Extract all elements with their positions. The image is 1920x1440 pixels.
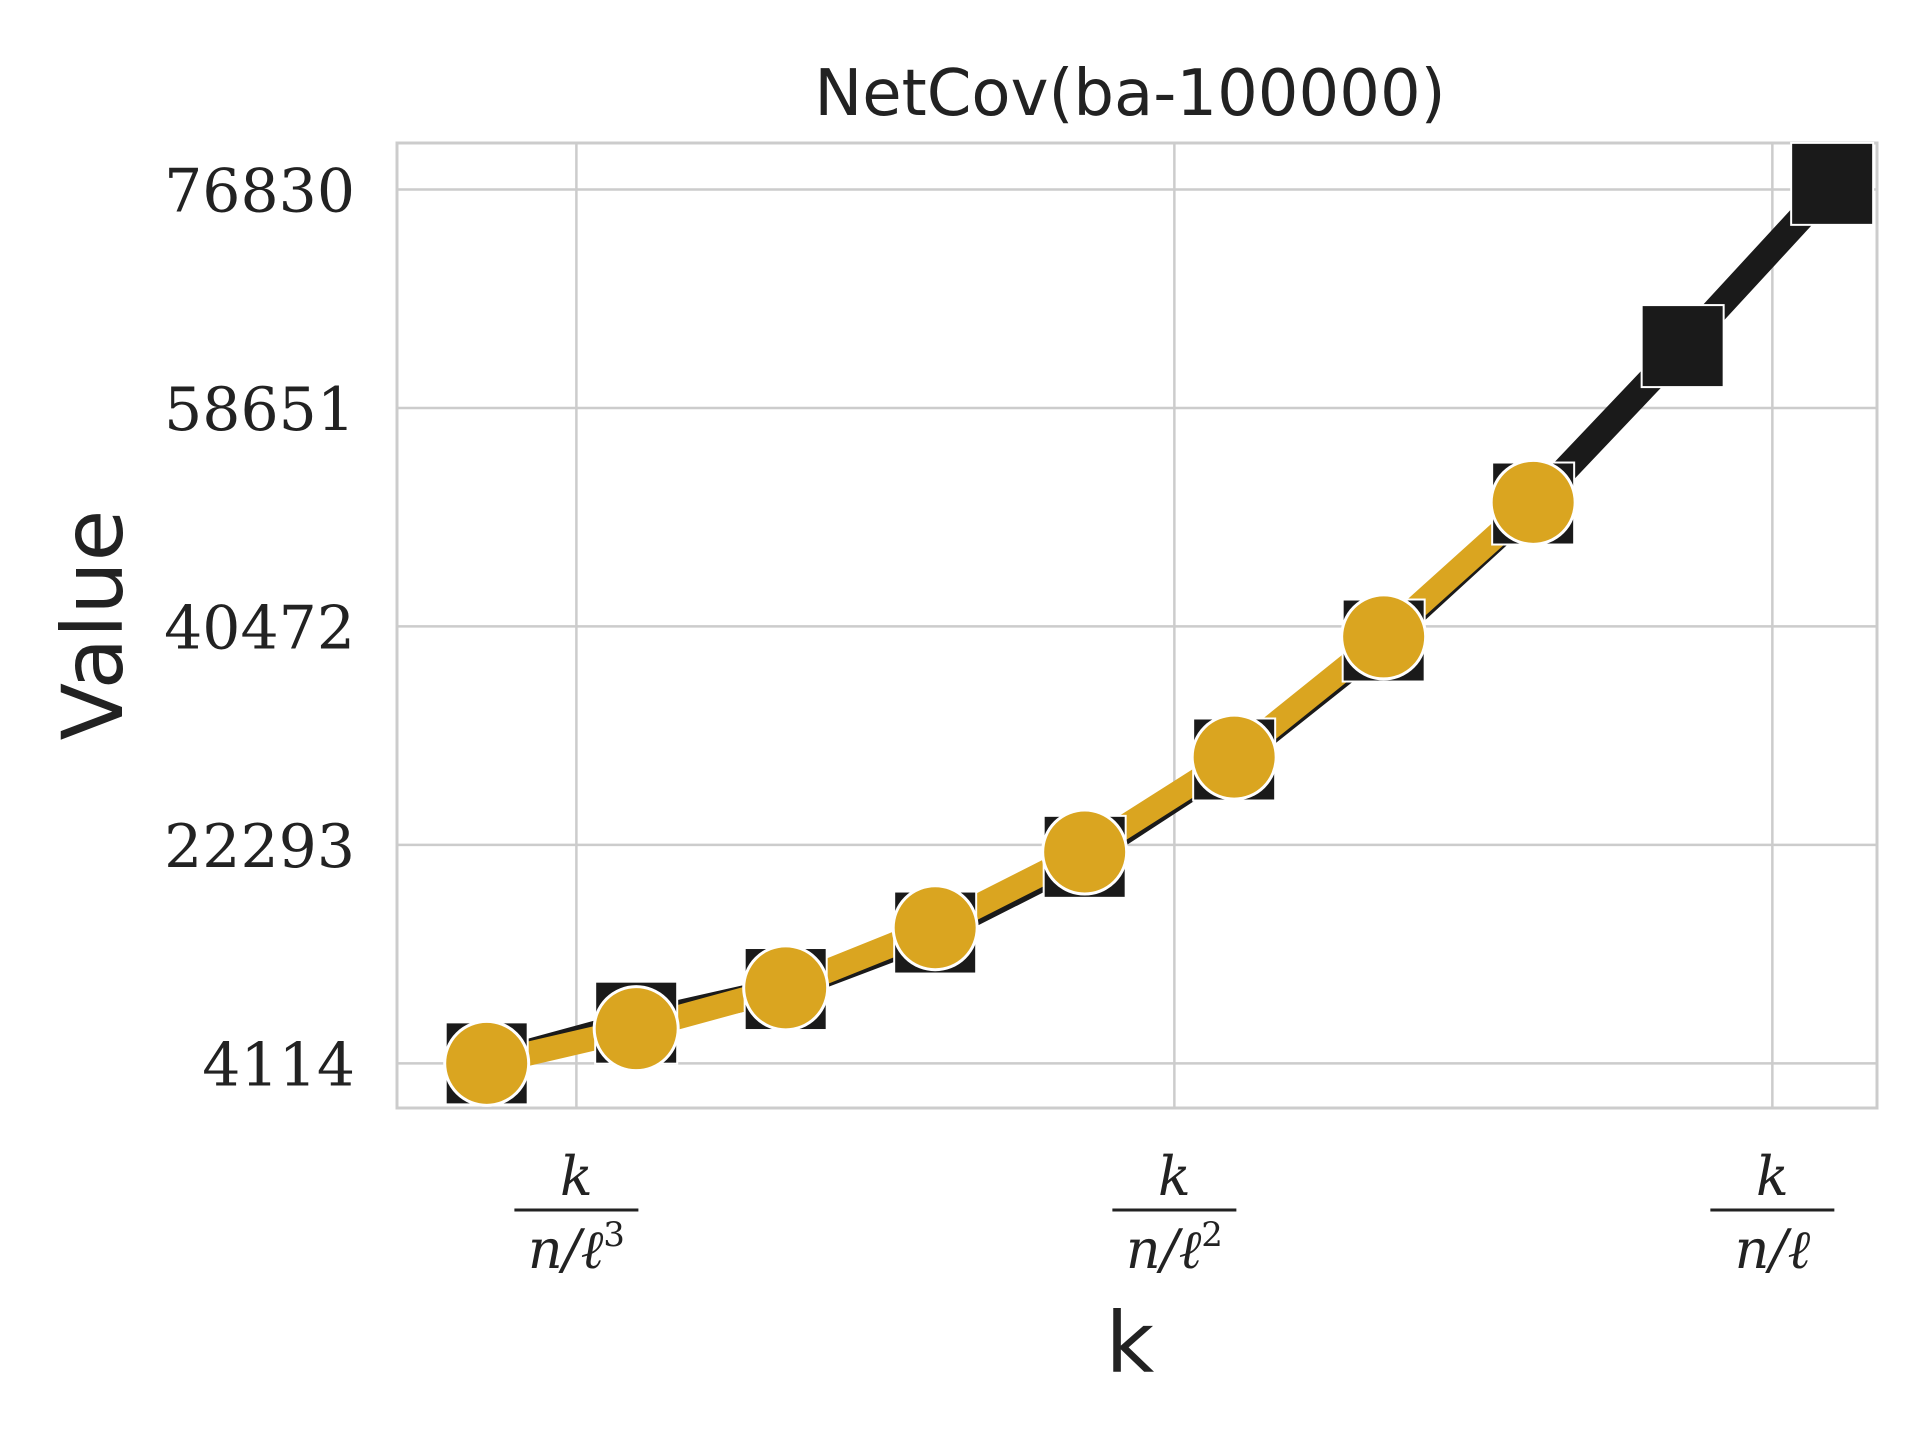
- circle-point: [1041, 808, 1129, 896]
- y-tick-labels: 4114 22293 40472 58651 76830: [164, 157, 355, 1101]
- series-square: [483, 175, 1842, 1076]
- x-tick-denominator: n/ℓ2: [1126, 1215, 1223, 1281]
- chart-title: NetCov(ba-100000): [814, 57, 1445, 131]
- x-tick-numerator: k: [1756, 1145, 1789, 1208]
- x-tick-exponent: 2: [1201, 1215, 1223, 1255]
- square-point: [1790, 141, 1875, 226]
- x-tick-label: k n/ℓ2: [1112, 1145, 1237, 1281]
- x-axis-label: k: [1106, 1294, 1155, 1392]
- y-axis-label: Value: [44, 510, 142, 741]
- x-tick-label: k n/ℓ: [1710, 1145, 1835, 1281]
- circle-point: [891, 884, 979, 972]
- y-tick-label: 22293: [164, 812, 355, 882]
- circle-point: [1190, 713, 1278, 801]
- series-circle: [483, 493, 1542, 1076]
- x-tick-exponent: 3: [603, 1215, 625, 1255]
- circle-point: [592, 985, 680, 1073]
- x-tick-denominator: n/ℓ3: [528, 1215, 625, 1281]
- y-tick-label: 58651: [164, 375, 355, 445]
- series-layer: [443, 141, 1875, 1107]
- circle-point: [1489, 458, 1577, 546]
- series-markers-square: [444, 141, 1875, 1106]
- series-line: [483, 493, 1542, 1076]
- circle-point: [742, 944, 830, 1032]
- y-tick-label: 4114: [202, 1030, 355, 1100]
- circle-point: [1340, 593, 1428, 681]
- square-point: [1640, 304, 1725, 389]
- circle-point: [443, 1019, 531, 1107]
- x-tick-label: k n/ℓ3: [514, 1145, 639, 1281]
- x-tick-labels: k n/ℓ3 k n/ℓ2 k n/ℓ: [514, 1145, 1835, 1281]
- plot-frame: [395, 141, 1879, 1110]
- x-tick-numerator: k: [560, 1145, 593, 1208]
- x-tick-numerator: k: [1158, 1145, 1191, 1208]
- y-tick-label: 76830: [164, 157, 355, 227]
- grid: [397, 143, 1877, 1108]
- series-markers-circle: [443, 458, 1577, 1107]
- series-line: [483, 175, 1842, 1076]
- y-tick-label: 40472: [164, 593, 355, 663]
- x-tick-denominator: n/ℓ: [1735, 1218, 1811, 1281]
